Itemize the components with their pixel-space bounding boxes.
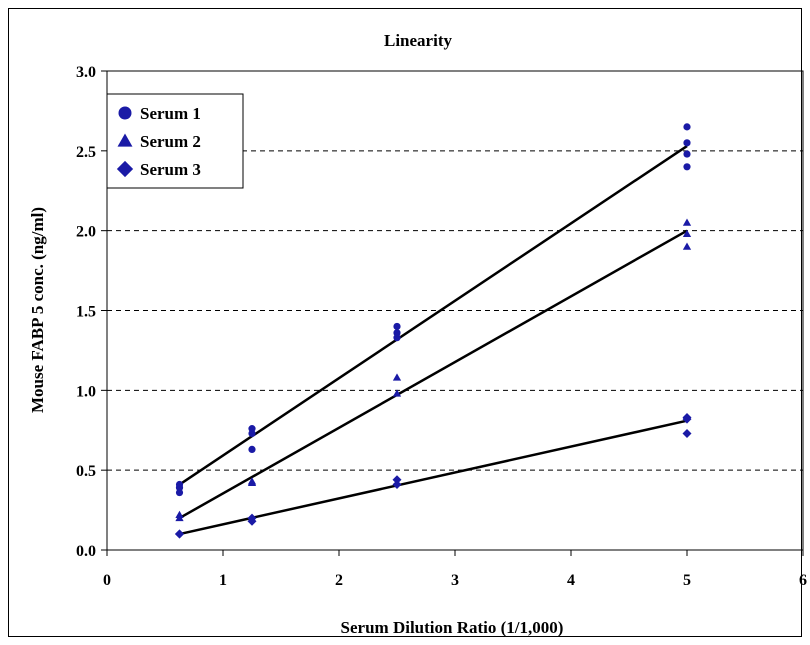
x-tick-label: 2 <box>335 572 343 589</box>
legend-label: Serum 1 <box>140 104 201 123</box>
x-axis-label: Serum Dilution Ratio (1/1,000) <box>341 618 564 637</box>
y-tick-label: 1.0 <box>76 383 96 400</box>
legend-marker <box>118 106 132 120</box>
data-point <box>392 373 402 381</box>
data-point <box>683 163 691 171</box>
legend-label: Serum 3 <box>140 160 201 179</box>
legend: Serum 1 Serum 2 Serum 3 <box>106 93 244 189</box>
data-point <box>393 322 401 331</box>
data-point <box>683 139 691 147</box>
y-tick-label: 0.5 <box>76 463 96 480</box>
y-tick-label: 0.0 <box>76 543 96 560</box>
data-point <box>682 218 692 226</box>
data-point <box>682 229 692 237</box>
data-point <box>392 389 402 397</box>
y-axis-label: Mouse FABP 5 conc. (ng/ml) <box>28 207 47 413</box>
x-tick-label: 0 <box>103 572 111 589</box>
data-point <box>247 516 257 526</box>
fit-line <box>179 419 688 536</box>
y-tick-label: 2.5 <box>76 144 96 161</box>
data-point <box>247 478 257 487</box>
y-axis-ticks: 0.0 0.5 1.0 1.5 2.0 2.5 3.0 <box>76 64 107 560</box>
x-tick-label: 4 <box>567 572 575 589</box>
legend-marker <box>116 160 134 178</box>
x-tick-label: 5 <box>683 572 691 589</box>
x-tick-label: 3 <box>451 572 459 589</box>
y-tick-label: 3.0 <box>76 64 96 81</box>
data-point <box>392 480 402 490</box>
y-tick-label: 1.5 <box>76 304 96 321</box>
fit-line <box>178 145 688 486</box>
legend-marker <box>117 133 133 147</box>
data-points <box>175 123 692 539</box>
data-point <box>682 242 692 250</box>
y-tick-label: 2.0 <box>76 224 96 241</box>
chart-title: Linearity <box>384 31 452 50</box>
data-point <box>175 488 184 497</box>
legend-label: Serum 2 <box>140 132 201 151</box>
x-axis-ticks: 0 1 2 3 4 5 6 <box>103 550 807 589</box>
x-tick-label: 6 <box>799 572 807 589</box>
data-point <box>683 150 691 158</box>
data-point <box>393 334 401 342</box>
data-point <box>682 428 692 438</box>
x-tick-label: 1 <box>219 572 227 589</box>
data-point <box>392 475 402 485</box>
data-point <box>248 429 256 438</box>
fit-line <box>178 229 688 520</box>
fit-lines <box>178 145 688 536</box>
data-point <box>175 529 184 539</box>
data-point <box>682 414 692 424</box>
data-point <box>248 445 256 454</box>
data-point <box>683 123 691 131</box>
data-point <box>175 513 184 522</box>
